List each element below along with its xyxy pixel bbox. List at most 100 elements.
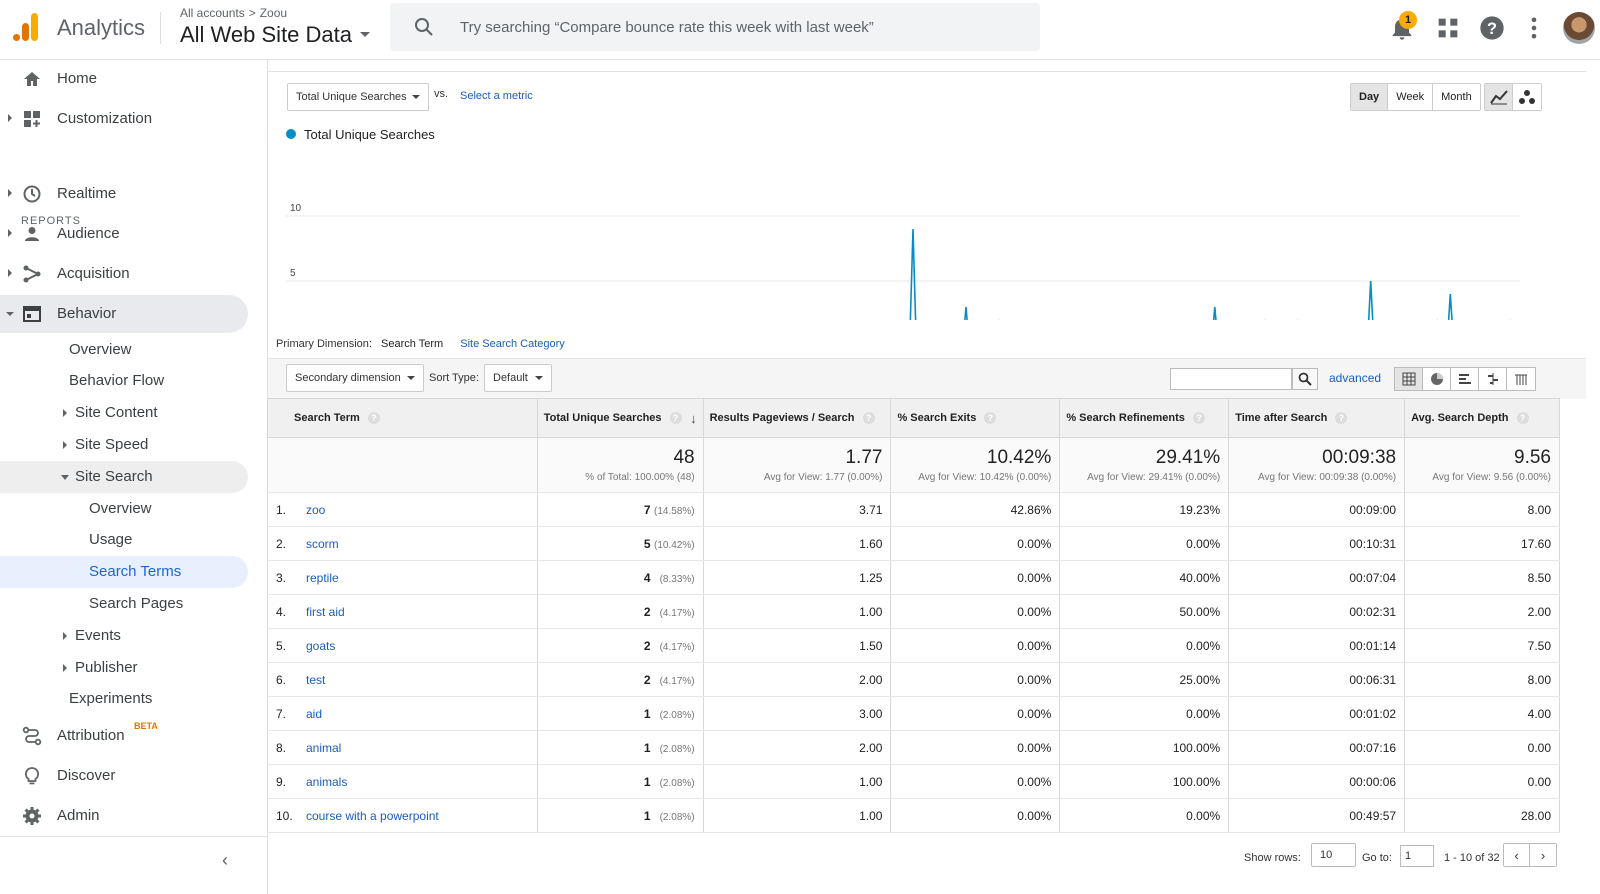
chevron-right-icon[interactable]: › [1530, 844, 1556, 866]
chevron-left-icon[interactable]: ‹ [1504, 844, 1530, 866]
collapse-sidebar-icon[interactable]: ‹ [222, 850, 228, 870]
search-bar[interactable]: Try searching “Compare bounce rate this … [390, 3, 1040, 51]
search-term-link[interactable]: animals [306, 774, 348, 789]
advanced-filter-link[interactable]: advanced [1329, 371, 1382, 385]
search-input[interactable]: Try searching “Compare bounce rate this … [460, 19, 874, 36]
table-row[interactable]: 10. course with a powerpoint 1 (2.08%) 1.00 0… [267, 798, 1560, 833]
sidebar-item-site-search[interactable]: Site Search [0, 461, 248, 493]
sidebar-item-audience[interactable]: Audience [0, 215, 248, 253]
column-header-results-pageviews[interactable]: Results Pageviews / Search? [702, 398, 892, 438]
show-rows-select[interactable]: 10 [1311, 843, 1356, 867]
search-term-link[interactable]: test [306, 672, 326, 687]
sidebar-item-site-content[interactable]: Site Content [0, 397, 248, 429]
caret-down-icon[interactable] [360, 32, 370, 37]
help-icon[interactable]: ? [984, 412, 997, 424]
breadcrumb-account[interactable]: Zoou [259, 6, 288, 20]
search-term-link[interactable]: reptile [306, 570, 339, 585]
secondary-dimension-dropdown[interactable]: Secondary dimension [286, 364, 424, 392]
row-index: 2. [276, 536, 287, 551]
avatar[interactable] [1563, 12, 1595, 44]
table-row[interactable]: 8. animal 1 (2.08%) 2.00 0.00% 100.00% 00:07:16… [267, 730, 1560, 765]
sidebar-item-admin[interactable]: Admin [0, 797, 248, 835]
sort-type-dropdown[interactable]: Default [484, 364, 552, 392]
table-row[interactable]: 2. scorm 5 (10.42%) 1.60 0.00% 0.00% 00:10:31 17… [267, 526, 1560, 561]
help-icon[interactable]: ? [1516, 412, 1529, 424]
table-row[interactable]: 1. zoo 7 (14.58%) 3.71 42.86% 19.23% 00:09:00 8.… [267, 492, 1560, 527]
sidebar-item-site-speed[interactable]: Site Speed [0, 429, 248, 461]
breadcrumb[interactable]: All accounts > Zoou [180, 6, 287, 20]
time-after-search-cell: 00:02:31 [1228, 594, 1406, 629]
sidebar-item-behavior-flow[interactable]: Behavior Flow [0, 365, 248, 397]
primary-dimension-link[interactable]: Site Search Category [460, 338, 565, 350]
search-term-link[interactable]: zoo [306, 502, 326, 517]
search-term-link[interactable]: scorm [306, 536, 339, 551]
week-button[interactable]: Week [1388, 84, 1434, 110]
sidebar-item-label: Site Content [75, 404, 158, 421]
sidebar-item-usage[interactable]: Usage [0, 524, 248, 556]
sidebar-item-behavior[interactable]: Behavior [0, 295, 248, 333]
performance-view-button[interactable] [1451, 368, 1479, 390]
table-search-button[interactable] [1292, 368, 1318, 390]
sidebar-item-experiments[interactable]: Experiments [0, 683, 248, 715]
help-icon[interactable]: ? [1335, 412, 1348, 424]
table-row[interactable]: 3. reptile 4 (8.33%) 1.25 0.00% 40.00% 00:07:04… [267, 560, 1560, 595]
totals-value: 48 [673, 447, 695, 468]
sidebar-item-acquisition[interactable]: Acquisition [0, 255, 248, 293]
show-rows-label: Show rows: [1244, 852, 1301, 864]
help-icon[interactable]: ? [669, 412, 682, 424]
select-metric-link[interactable]: Select a metric [460, 90, 533, 102]
comparison-view-button[interactable] [1479, 368, 1507, 390]
column-header-search-exits[interactable]: % Search Exits? [890, 398, 1061, 438]
month-button[interactable]: Month [1433, 84, 1480, 110]
table-search-input[interactable] [1170, 368, 1292, 390]
view-selector[interactable]: All Web Site Data [180, 22, 353, 47]
pivot-view-button[interactable] [1507, 368, 1535, 390]
help-icon[interactable]: ? [1478, 14, 1506, 42]
sidebar-item-behavior-overview[interactable]: Overview [0, 334, 248, 366]
table-row[interactable]: 6. test 2 (4.17%) 2.00 0.00% 25.00% 00:06:31 8.0… [267, 662, 1560, 697]
sidebar-item-attribution[interactable]: Attribution BETA [0, 717, 248, 755]
sort-descending-icon[interactable]: ↓ [690, 411, 697, 426]
column-header-time-after-search[interactable]: Time after Search? [1228, 398, 1406, 438]
sidebar-item-home[interactable]: Home [0, 60, 248, 98]
line-chart-button[interactable] [1485, 84, 1513, 110]
motion-chart-button[interactable] [1513, 84, 1541, 110]
sidebar-item-events[interactable]: Events [0, 620, 248, 652]
analytics-logo-icon[interactable] [12, 11, 40, 43]
sidebar-item-publisher[interactable]: Publisher [0, 652, 248, 684]
apps-grid-icon[interactable] [1434, 14, 1462, 42]
goto-input[interactable]: 1 [1400, 845, 1434, 867]
help-icon[interactable]: ? [1192, 412, 1205, 424]
search-term-link[interactable]: aid [306, 706, 323, 721]
sidebar-item-customization[interactable]: Customization [0, 100, 248, 138]
vs-label: vs. [434, 88, 449, 100]
table-row[interactable]: 4. first aid 2 (4.17%) 1.00 0.00% 50.00% 00:02:… [267, 594, 1560, 629]
help-icon[interactable]: ? [862, 412, 875, 424]
sidebar-item-label: Publisher [75, 659, 138, 676]
more-vert-icon[interactable] [1520, 14, 1548, 42]
pie-view-button[interactable] [1423, 368, 1451, 390]
expand-arrow-icon [8, 189, 12, 197]
data-view-button[interactable] [1395, 368, 1423, 390]
sidebar-item-search-pages[interactable]: Search Pages [0, 588, 248, 620]
column-header-search-term[interactable]: Search Term? [267, 398, 538, 438]
sidebar-item-realtime[interactable]: Realtime [0, 175, 248, 213]
sidebar-item-site-search-overview[interactable]: Overview [0, 493, 248, 525]
metric-selector[interactable]: Total Unique Searches [287, 83, 429, 111]
search-term-link[interactable]: goats [306, 638, 336, 653]
help-icon[interactable]: ? [367, 412, 380, 424]
search-term-link[interactable]: animal [306, 740, 342, 755]
column-header-total-unique-searches[interactable]: Total Unique Searches? ↓ [536, 398, 704, 438]
search-term-link[interactable]: first aid [306, 604, 345, 619]
totals-cell: 1.77 Avg for View: 1.77 (0.00%) [703, 437, 892, 493]
breadcrumb-root[interactable]: All accounts [180, 6, 245, 20]
sidebar-item-discover[interactable]: Discover [0, 757, 248, 795]
table-row[interactable]: 5. goats 2 (4.17%) 1.50 0.00% 0.00% 00:01:14 7.5… [267, 628, 1560, 663]
sidebar-item-search-terms[interactable]: Search Terms [0, 556, 248, 588]
day-button[interactable]: Day [1351, 84, 1389, 110]
search-term-link[interactable]: course with a powerpoint [306, 808, 439, 823]
table-row[interactable]: 7. aid 1 (2.08%) 3.00 0.00% 0.00% 00:01:02 4.00 [267, 696, 1560, 731]
column-header-search-refinements[interactable]: % Search Refinements? [1059, 398, 1230, 438]
column-header-avg-search-depth[interactable]: Avg. Search Depth? [1404, 398, 1560, 438]
table-row[interactable]: 9. animals 1 (2.08%) 1.00 0.00% 100.00% 00:00:0… [267, 764, 1560, 799]
